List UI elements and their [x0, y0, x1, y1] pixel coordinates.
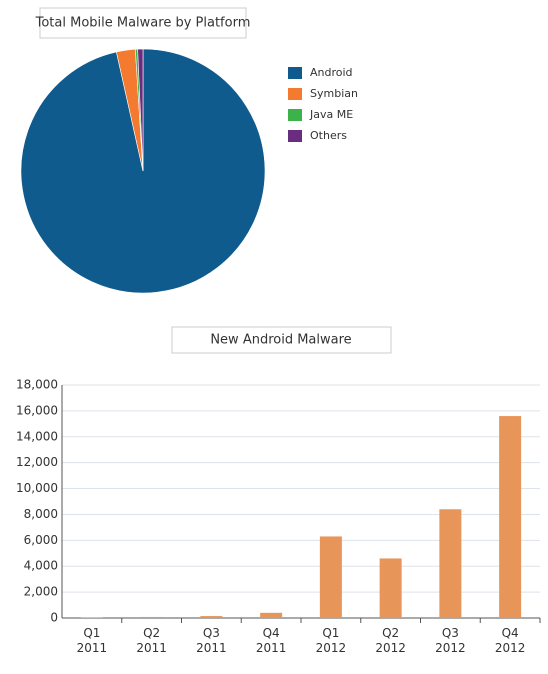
pie-slice [137, 48, 144, 172]
bar [260, 612, 283, 618]
y-tick-label: 14,000 [16, 429, 58, 443]
legend-swatch [288, 67, 302, 79]
bar [439, 509, 462, 618]
bar [200, 616, 223, 618]
y-tick-label: 4,000 [24, 559, 58, 573]
x-tick-label: Q3 2011 [196, 626, 227, 655]
bar [140, 616, 163, 618]
x-tick-label: Q4 2011 [255, 626, 287, 655]
bar [379, 558, 402, 618]
y-tick-label: 10,000 [16, 481, 58, 495]
y-tick-label: 2,000 [24, 585, 58, 599]
x-tick-label: Q3 2012 [435, 626, 466, 655]
x-tick-label: Q1 2011 [76, 626, 108, 655]
y-tick-label: 16,000 [16, 403, 58, 417]
title-box [39, 7, 247, 39]
legend-swatch [288, 109, 302, 121]
title-box [171, 326, 392, 354]
legend-swatch [288, 130, 302, 142]
legend-label: Symbian [310, 87, 358, 100]
legend-label: Android [310, 66, 353, 79]
x-tick-label: Q2 2011 [136, 626, 167, 655]
chart-title: Total Mobile Malware by Platform [35, 16, 251, 31]
legend-label: Others [310, 129, 347, 142]
y-tick-label: 6,000 [24, 533, 58, 547]
y-tick-label: 12,000 [16, 455, 58, 469]
x-tick-label: Q2 2012 [375, 626, 406, 655]
x-tick-label: Q1 2012 [315, 626, 347, 655]
bar [499, 416, 522, 618]
x-tick-label: Q4 2012 [494, 626, 526, 655]
y-tick-label: 8,000 [24, 507, 58, 521]
legend-label: Java ME [309, 108, 353, 121]
bar [319, 536, 342, 618]
y-tick-label: 18,000 [16, 378, 58, 392]
chart-title: New Android Malware [210, 333, 351, 348]
bar [80, 617, 103, 618]
y-tick-label: 0 [50, 611, 58, 625]
legend-swatch [288, 88, 302, 100]
